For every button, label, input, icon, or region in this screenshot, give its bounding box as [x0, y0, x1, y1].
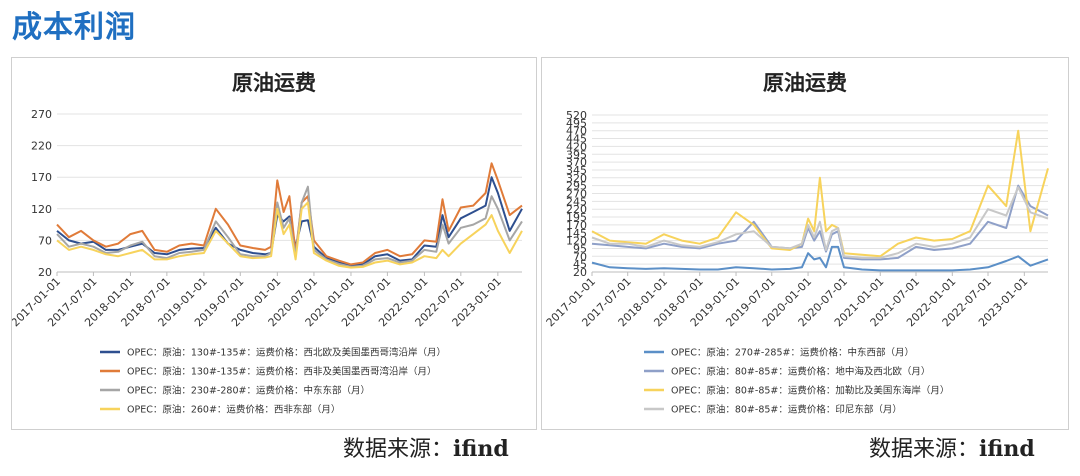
y-tick-label: 20: [38, 266, 52, 279]
y-tick-label: 245: [566, 195, 587, 208]
y-tick-label: 120: [566, 235, 587, 248]
y-tick-label: 295: [566, 180, 587, 193]
y-tick-label: 195: [566, 211, 587, 224]
chart-title: 原油运费: [763, 71, 847, 95]
y-tick-label: 45: [573, 258, 587, 271]
y-tick-label: 270: [566, 188, 587, 201]
y-tick-label: 70: [38, 234, 52, 247]
series-line: [591, 184, 1049, 261]
legend-label: OPEC：原油：80#-85#：运费价格：印尼东部（月）: [671, 404, 902, 416]
chart-title: 原油运费: [232, 71, 316, 95]
data-source-left: 数据来源：ifind: [343, 431, 509, 463]
y-tick-label: 170: [31, 171, 52, 184]
legend-label: OPEC：原油：270#-285#：运费价格：中东西部（月）: [671, 347, 914, 359]
source-name: ifind: [979, 436, 1035, 462]
legend-label: OPEC：原油：80#-85#：运费价格：地中海及西北欧（月）: [671, 366, 930, 378]
data-source-right: 数据来源：ifind: [869, 431, 1035, 463]
series-line: [56, 162, 523, 266]
y-tick-label: 495: [566, 117, 587, 130]
y-tick-label: 395: [566, 148, 587, 161]
y-tick-label: 145: [566, 227, 587, 240]
y-tick-label: 20: [573, 266, 587, 279]
series-line: [591, 245, 1049, 272]
legend-label: OPEC：原油：80#-85#：运费价格：加勒比及美国东海岸（月）: [671, 385, 949, 397]
y-tick-label: 70: [573, 250, 587, 263]
y-tick-label: 420: [566, 140, 587, 153]
chart-panel-left: 原油运费 20 70 120 170 220 270 2017-01-01 2017-07-01…: [11, 57, 537, 430]
series-line: [591, 129, 1049, 258]
y-tick-label: 220: [31, 140, 52, 153]
legend-label: OPEC：原油：260#：运费价格：西非东部（月）: [127, 404, 340, 416]
chart-panel-right: 原油运费 20 45 70 95 120 145 170 195 220 245 270 295 320 3…: [541, 57, 1069, 430]
chart-right: 原油运费204570951201451701952202452702953203…: [544, 71, 1049, 416]
y-tick-label: 345: [566, 164, 587, 177]
series-line: [56, 201, 523, 269]
legend-label: OPEC：原油：130#-135#：运费价格：西北欧及美国墨西哥湾沿岸（月）: [127, 347, 446, 359]
y-tick-label: 520: [566, 109, 587, 122]
y-tick-label: 270: [31, 108, 52, 121]
y-tick-label: 120: [31, 203, 52, 216]
y-tick-label: 470: [566, 125, 587, 138]
page-title: 成本利润: [12, 10, 136, 45]
source-name: ifind: [453, 436, 509, 462]
source-prefix: 数据来源：: [343, 437, 454, 462]
legend-label: OPEC：原油：230#-280#：运费价格：中东东部（月）: [127, 385, 370, 397]
y-tick-label: 170: [566, 219, 587, 232]
source-prefix: 数据来源：: [869, 437, 980, 462]
chart-left: 原油运费20701201702202702017-01-012017-07-01…: [12, 71, 523, 416]
legend-label: OPEC：原油：130#-135#：运费价格：西非及美国墨西哥湾沿岸（月）: [127, 366, 436, 378]
y-tick-label: 220: [566, 203, 587, 216]
y-tick-label: 370: [566, 156, 587, 169]
y-tick-label: 445: [566, 133, 587, 146]
y-tick-label: 320: [566, 172, 587, 185]
y-tick-label: 95: [573, 242, 587, 255]
series-line: [591, 186, 1049, 259]
